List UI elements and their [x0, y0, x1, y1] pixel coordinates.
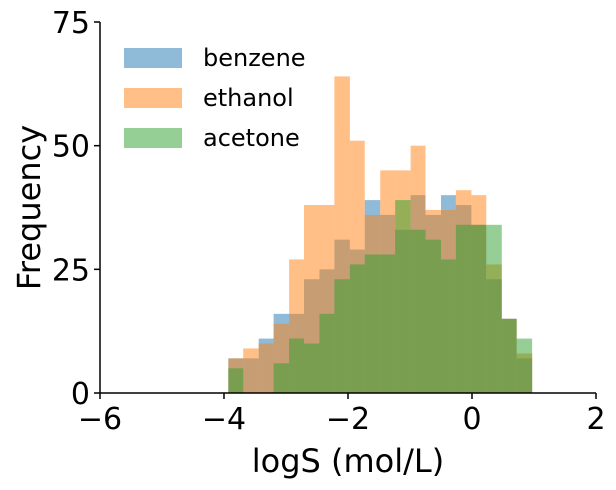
x-tick-label: −4: [202, 402, 246, 437]
bar-acetone-10: [380, 254, 396, 393]
x-tick-label: 0: [462, 402, 481, 437]
legend-label-acetone: acetone: [203, 124, 300, 152]
y-axis-label: Frequency: [10, 125, 48, 290]
bar-acetone-11: [395, 200, 411, 393]
x-axis-ticks: −6 −4 −2 0 2: [78, 393, 606, 437]
y-tick-label: 25: [52, 253, 90, 288]
legend-swatch-acetone: [124, 128, 182, 148]
bar-acetone-15: [455, 224, 472, 393]
y-tick-label: 50: [52, 130, 90, 165]
bar-ethanol-2: [258, 343, 274, 393]
legend-swatch-ethanol: [124, 88, 182, 108]
bars-layer: [228, 76, 533, 393]
bar-acetone-16: [471, 224, 487, 393]
x-tick-label: −2: [326, 402, 370, 437]
y-axis-ticks: 0 25 50 75: [52, 6, 100, 412]
bar-acetone-13: [425, 239, 441, 393]
bar-acetone-9: [364, 254, 381, 393]
legend-swatch-benzene: [124, 48, 182, 68]
y-tick-label: 75: [52, 6, 90, 41]
legend-label-ethanol: ethanol: [203, 84, 294, 112]
x-tick-label: −6: [78, 402, 122, 437]
bar-acetone-14: [441, 259, 456, 393]
bar-acetone-18: [501, 318, 517, 393]
bar-acetone-7: [334, 279, 350, 393]
bar-acetone-6: [319, 313, 335, 393]
bar-acetone-3: [273, 363, 290, 393]
bar-acetone-4: [289, 338, 304, 393]
x-tick-label: 2: [586, 402, 605, 437]
bar-acetone-0: [228, 368, 244, 393]
bar-acetone-19: [516, 338, 533, 393]
bar-ethanol-1: [243, 348, 259, 393]
legend-label-benzene: benzene: [203, 44, 306, 72]
series-acetone: [228, 200, 533, 393]
y-tick-label: 0: [71, 377, 90, 412]
bar-acetone-8: [349, 264, 365, 393]
bar-acetone-5: [303, 343, 320, 393]
legend: benzene ethanol acetone: [124, 44, 306, 152]
bar-acetone-12: [410, 229, 426, 393]
bar-acetone-17: [486, 224, 502, 393]
x-axis-label: logS (mol/L): [252, 442, 444, 480]
